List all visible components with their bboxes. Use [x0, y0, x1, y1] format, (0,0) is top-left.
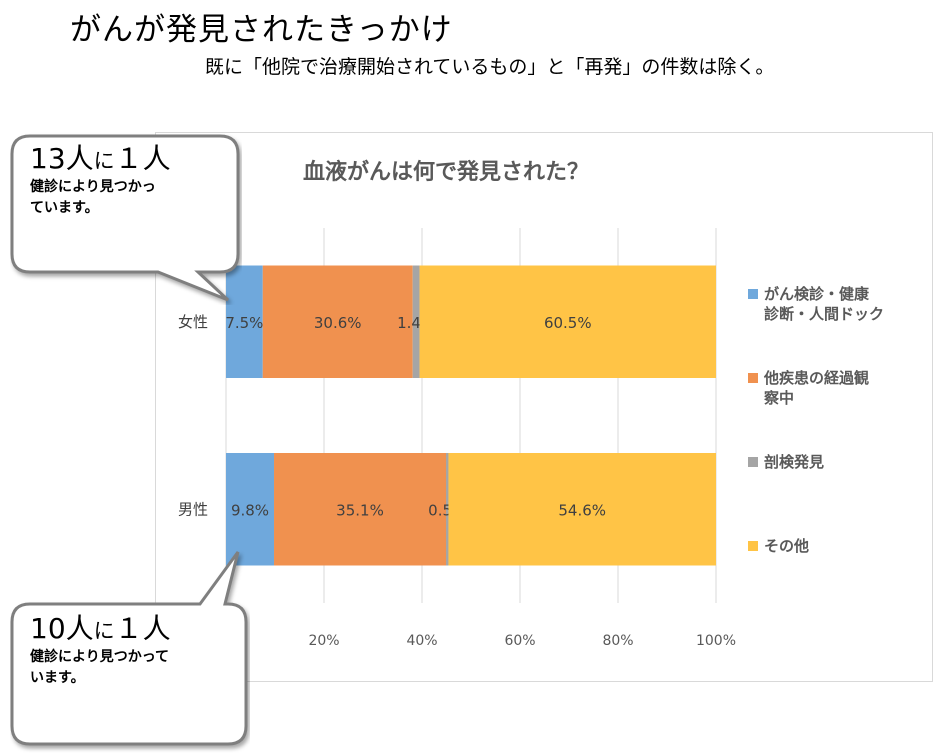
data-label: 35.1% [336, 501, 384, 519]
page-title: がんが発見されたきっかけ [70, 12, 453, 48]
bar-segment [419, 265, 716, 378]
callout-ratio-one: １人 [114, 612, 171, 645]
data-label: 54.6% [558, 501, 606, 519]
speech-bubble-shape [10, 134, 240, 302]
callout-line: ています。 [30, 199, 99, 216]
speech-bubble-shape [10, 551, 248, 746]
legend-label: その他 [764, 537, 809, 555]
bar-segment [412, 265, 420, 378]
data-label: 7.5% [225, 314, 263, 332]
legend-label: がん検診・健康 [764, 285, 870, 303]
stacked-bar-chart: 血液がんは何で発見された？ 20% 40% 60% 80% 100% 女性 7.5% 30.… [178, 159, 884, 649]
bar-segment [274, 453, 447, 566]
legend-swatch [748, 373, 758, 383]
legend-swatch [748, 457, 758, 467]
y-category-label: 女性 [178, 313, 208, 331]
callout-male: 10人に１人 健診により見つかって います。 [10, 548, 250, 753]
legend-label: 察中 [763, 389, 794, 407]
callout-line: 健診により見つかって [30, 649, 170, 666]
legend-label: 他疾患の経過観 [763, 369, 869, 387]
legend-label: 診断・人間ドック [764, 305, 884, 323]
x-tick-label: 60% [504, 633, 535, 649]
callout-female: 13人に１人 健診により見つかっ ています。 [10, 130, 242, 305]
callout-ratio: 10人 [30, 612, 94, 645]
bar-segment [226, 453, 275, 566]
data-label: 9.8% [231, 501, 269, 519]
y-category-label: 男性 [178, 500, 208, 518]
chart-title: 血液がんは何で発見された？ [303, 159, 589, 185]
x-tick-label: 80% [602, 633, 633, 649]
legend-swatch [748, 289, 758, 299]
x-tick-label: 20% [308, 633, 339, 649]
legend-swatch [748, 541, 758, 551]
callout-ratio-one: １人 [114, 142, 171, 175]
callout-line: 健診により見つかっ [30, 179, 156, 196]
callout-ratio-particle: に [93, 619, 115, 643]
callout-ratio-particle: に [93, 149, 115, 173]
callout-ratio: 13人 [30, 142, 94, 175]
chart-area: 血液がんは何で発見された？ 20% 40% 60% 80% 100% 女性 7.5% 30.… [155, 132, 933, 682]
callout-line: います。 [30, 669, 85, 686]
bar-segment [226, 265, 263, 378]
legend-label: 剖検発見 [764, 453, 824, 471]
x-tick-label: 40% [406, 633, 437, 649]
bar-segment [262, 265, 413, 378]
bar-segment [448, 453, 716, 566]
bar-segment [446, 453, 449, 566]
data-label: 30.6% [314, 314, 362, 332]
x-tick-label: 100% [696, 633, 736, 649]
data-label: 60.5% [544, 314, 592, 332]
page-subtitle: 既に「他院で治療開始されているもの」と「再発」の件数は除く。 [205, 56, 775, 78]
